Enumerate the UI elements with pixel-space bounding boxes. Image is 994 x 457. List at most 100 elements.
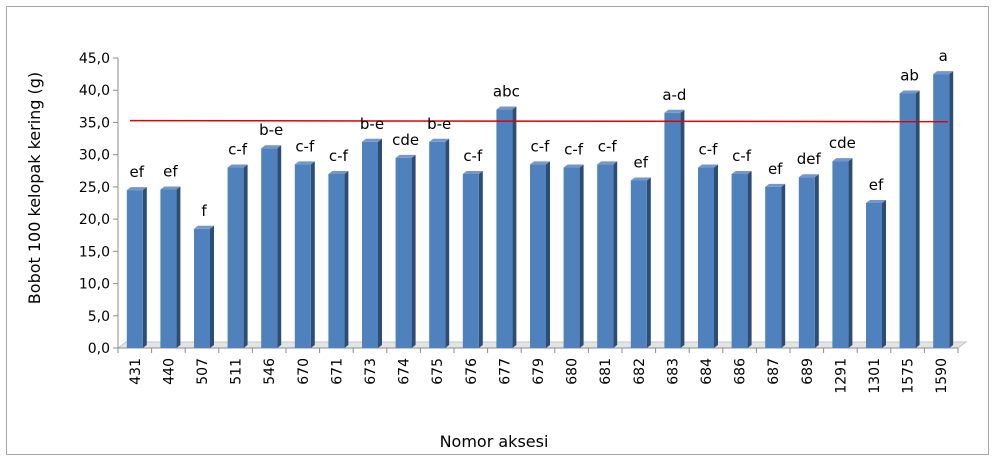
bar bbox=[866, 203, 882, 348]
bar bbox=[530, 164, 546, 348]
bar-side bbox=[210, 225, 214, 348]
x-tick-label: 1291 bbox=[833, 358, 849, 394]
x-tick-label: 1590 bbox=[934, 358, 950, 394]
data-label: ef bbox=[634, 153, 649, 171]
bar-side bbox=[949, 71, 954, 348]
x-tick-label: 680 bbox=[565, 358, 581, 385]
bar-top bbox=[765, 183, 786, 187]
y-tick-label: 45,0 bbox=[79, 51, 110, 67]
bar bbox=[160, 189, 177, 348]
data-label: c-f bbox=[732, 147, 752, 165]
bar-side bbox=[646, 177, 651, 348]
bar-top bbox=[630, 177, 651, 181]
bar-side bbox=[445, 138, 450, 348]
bars bbox=[126, 71, 954, 349]
x-tick-label: 511 bbox=[229, 358, 245, 385]
bar-side bbox=[378, 138, 382, 348]
y-tick-label: 25,0 bbox=[79, 180, 110, 196]
bar bbox=[362, 141, 378, 348]
bar-side bbox=[915, 90, 920, 348]
x-tick-label: 679 bbox=[531, 358, 547, 385]
data-label: c-f bbox=[531, 137, 551, 155]
bar bbox=[429, 141, 446, 348]
data-label: ab bbox=[900, 66, 919, 84]
data-label: a-d bbox=[662, 86, 686, 104]
x-tick-label: 684 bbox=[699, 358, 715, 385]
bar-top bbox=[798, 174, 819, 178]
bar bbox=[261, 148, 278, 348]
x-tick-label: 1575 bbox=[901, 358, 917, 394]
bar bbox=[328, 174, 345, 348]
bar-top bbox=[866, 200, 886, 203]
data-label: cde bbox=[829, 134, 856, 152]
x-tick-label: 546 bbox=[262, 358, 278, 385]
bar-side bbox=[411, 154, 416, 348]
bar bbox=[395, 157, 412, 348]
data-label: ef bbox=[869, 176, 884, 194]
x-tick-label: 676 bbox=[464, 358, 480, 385]
bar bbox=[496, 109, 513, 348]
bar-top bbox=[597, 161, 618, 165]
bar-top bbox=[496, 106, 517, 110]
y-tick-label: 5,0 bbox=[88, 309, 110, 325]
x-tick-label: 673 bbox=[363, 358, 379, 385]
bar-top bbox=[261, 145, 282, 149]
x-tick-label: 677 bbox=[497, 358, 513, 385]
data-label: c-f bbox=[329, 147, 349, 165]
bar bbox=[462, 174, 479, 348]
bar-side bbox=[848, 158, 853, 348]
bar-side bbox=[277, 145, 282, 348]
x-tick-label: 682 bbox=[632, 358, 648, 385]
data-label: abc bbox=[493, 83, 520, 101]
x-tick-label: 1301 bbox=[867, 358, 883, 394]
data-label: b-e bbox=[259, 121, 283, 139]
bar-top bbox=[933, 71, 954, 75]
data-label: b-e bbox=[360, 115, 384, 133]
bar-side bbox=[714, 164, 718, 348]
bar-top bbox=[126, 187, 147, 191]
bar bbox=[194, 228, 210, 348]
bar-top bbox=[362, 138, 382, 142]
bar-top bbox=[294, 161, 315, 165]
y-tick-label: 30,0 bbox=[79, 148, 110, 164]
bar bbox=[798, 177, 815, 348]
bar bbox=[832, 161, 849, 348]
bar-side bbox=[680, 109, 685, 349]
bar-top bbox=[664, 109, 685, 113]
bar-top bbox=[731, 171, 752, 174]
bar-top bbox=[698, 164, 718, 168]
bar-top bbox=[462, 171, 483, 174]
reference-line-group bbox=[129, 119, 949, 123]
bar bbox=[126, 190, 143, 348]
y-tick-label: 20,0 bbox=[79, 212, 110, 228]
bar-side bbox=[814, 174, 819, 348]
bar-side bbox=[478, 171, 483, 348]
bar bbox=[227, 167, 244, 348]
data-label: c-f bbox=[699, 141, 719, 159]
bar bbox=[294, 164, 311, 348]
tick-labels: 0,0 5,0 10,0 15,0 20,0 25,0 30,0 35,0 40,0 45,0 43… bbox=[79, 51, 950, 394]
x-tick-label: 675 bbox=[430, 358, 446, 385]
bar bbox=[933, 74, 950, 348]
data-label: c-f bbox=[463, 147, 483, 165]
bar-top bbox=[160, 186, 181, 190]
bar bbox=[731, 174, 748, 348]
bar bbox=[630, 180, 647, 348]
bar-side bbox=[579, 164, 584, 348]
bar-side bbox=[882, 200, 886, 348]
bar-top bbox=[227, 164, 248, 168]
x-tick-label: 674 bbox=[397, 358, 413, 385]
bar-top bbox=[530, 161, 550, 165]
data-label: ef bbox=[768, 160, 783, 178]
x-tick-label: 671 bbox=[329, 358, 345, 385]
bar-top bbox=[899, 90, 920, 94]
data-label: f bbox=[201, 202, 207, 220]
bar-side bbox=[344, 171, 349, 348]
data-label: c-f bbox=[295, 137, 315, 155]
x-axis-title: Nomor aksesi bbox=[440, 432, 549, 451]
bar bbox=[597, 164, 614, 348]
data-label: c-f bbox=[228, 141, 248, 159]
y-tick-label: 10,0 bbox=[79, 277, 110, 293]
